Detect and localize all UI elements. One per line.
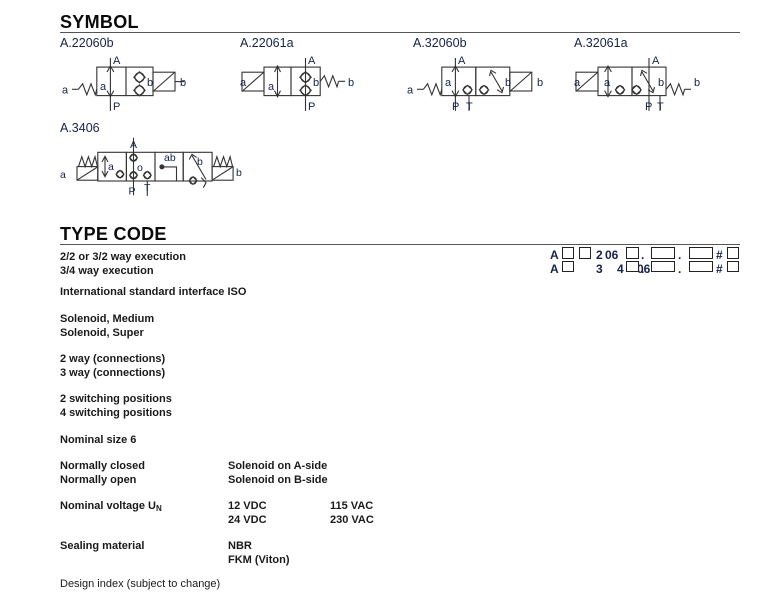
svg-text:a: a <box>574 77 581 89</box>
svg-text:a: a <box>60 169 66 181</box>
svg-text:A: A <box>130 139 137 151</box>
svg-text:o: o <box>137 162 143 174</box>
svg-text:a: a <box>62 85 69 97</box>
svg-text:b: b <box>505 77 511 89</box>
svg-text:P: P <box>113 101 120 113</box>
svg-text:a: a <box>604 77 611 89</box>
svg-text:a: a <box>445 77 452 89</box>
svg-text:b: b <box>658 77 664 89</box>
svg-text:a: a <box>407 85 414 97</box>
svg-text:P: P <box>308 101 315 113</box>
svg-text:b: b <box>147 77 153 89</box>
svg-text:T: T <box>144 182 151 194</box>
svg-text:a: a <box>240 77 247 89</box>
svg-text:b: b <box>180 77 186 89</box>
svg-text:b: b <box>197 156 203 168</box>
svg-text:T: T <box>657 101 664 113</box>
svg-text:P: P <box>452 101 459 113</box>
svg-text:b: b <box>236 167 242 179</box>
svg-text:a: a <box>268 81 275 93</box>
svg-text:b: b <box>348 77 354 89</box>
svg-text:T: T <box>466 101 473 113</box>
svg-text:A: A <box>308 55 316 67</box>
svg-text:a: a <box>108 161 114 173</box>
svg-text:a: a <box>100 81 107 93</box>
svg-text:b: b <box>694 77 700 89</box>
svg-text:b: b <box>537 77 543 89</box>
svg-text:b: b <box>313 77 319 89</box>
svg-text:A: A <box>652 55 660 67</box>
svg-text:P: P <box>129 186 136 198</box>
svg-text:ab: ab <box>164 152 176 164</box>
svg-text:A: A <box>458 55 466 67</box>
svg-text:A: A <box>113 55 121 67</box>
svg-text:P: P <box>645 101 652 113</box>
